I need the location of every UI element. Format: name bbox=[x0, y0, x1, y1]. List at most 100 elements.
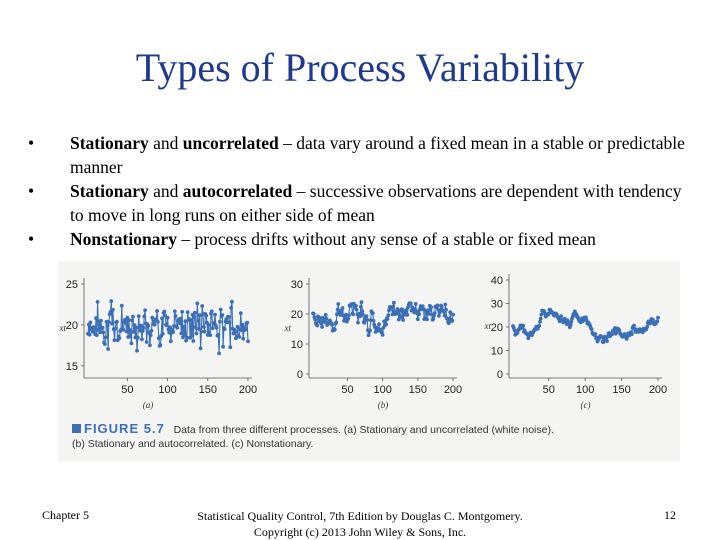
data-point bbox=[202, 329, 207, 334]
data-point bbox=[208, 333, 213, 337]
data-point bbox=[191, 339, 196, 343]
data-point bbox=[109, 299, 114, 304]
x-tick-label: 200 bbox=[444, 384, 462, 396]
data-point bbox=[431, 317, 436, 321]
data-point bbox=[128, 328, 133, 333]
data-point bbox=[444, 307, 448, 312]
caption-square-icon bbox=[72, 424, 81, 433]
data-point bbox=[226, 315, 231, 319]
data-point bbox=[105, 323, 110, 328]
data-point bbox=[100, 325, 105, 330]
figure-panel: 15 20 25 50 100 150 200 xt (a) 0 10 20 30 50 100 150 200… bbox=[58, 262, 680, 462]
data-point bbox=[448, 310, 453, 314]
data-point bbox=[115, 319, 119, 324]
data-point bbox=[241, 336, 246, 341]
data-point bbox=[432, 311, 437, 315]
data-point bbox=[392, 300, 396, 305]
data-point bbox=[351, 312, 355, 317]
data-point bbox=[184, 338, 188, 343]
data-point bbox=[156, 320, 160, 324]
data-point bbox=[192, 315, 197, 319]
data-point bbox=[160, 331, 165, 336]
data-point bbox=[148, 333, 153, 338]
data-point bbox=[332, 327, 337, 332]
data-point bbox=[168, 325, 172, 330]
data-point bbox=[163, 313, 168, 318]
footer-chapter: Chapter 5 bbox=[42, 508, 89, 522]
data-point bbox=[425, 317, 429, 322]
data-point bbox=[134, 325, 139, 330]
footer-page-number: 12 bbox=[664, 508, 676, 522]
data-point bbox=[194, 331, 199, 336]
figure-caption: FIGURE 5.7 Data from three different pro… bbox=[72, 422, 672, 451]
data-point bbox=[322, 320, 327, 324]
data-point bbox=[214, 325, 219, 330]
data-point bbox=[359, 300, 364, 305]
data-point bbox=[443, 302, 448, 307]
x-tick-label: 100 bbox=[158, 384, 176, 396]
data-point bbox=[429, 305, 434, 310]
data-point bbox=[197, 313, 202, 318]
data-point bbox=[617, 328, 622, 333]
data-point bbox=[645, 325, 649, 329]
data-point bbox=[139, 323, 143, 328]
data-point bbox=[370, 311, 375, 315]
data-point bbox=[217, 351, 222, 356]
data-point bbox=[356, 320, 360, 325]
y-tick-label: 10 bbox=[291, 339, 303, 351]
data-point bbox=[107, 320, 111, 324]
data-point bbox=[315, 323, 320, 328]
data-point bbox=[162, 309, 167, 314]
data-point bbox=[435, 303, 440, 308]
data-point bbox=[197, 327, 201, 331]
data-point bbox=[149, 328, 154, 333]
footer-source-line-1: Statistical Quality Control, 7th Edition… bbox=[197, 509, 523, 523]
data-point bbox=[213, 312, 217, 317]
data-point bbox=[119, 303, 124, 308]
data-point bbox=[386, 313, 391, 318]
data-point bbox=[512, 328, 517, 333]
data-point bbox=[401, 318, 405, 322]
data-point bbox=[140, 329, 145, 333]
x-tick-label: 50 bbox=[341, 384, 353, 396]
data-point bbox=[361, 312, 365, 317]
data-point bbox=[111, 307, 115, 312]
data-point bbox=[123, 318, 127, 322]
bullet-connector: and bbox=[148, 133, 183, 153]
data-point bbox=[569, 320, 574, 324]
data-point bbox=[610, 332, 614, 337]
x-tick-label: 50 bbox=[543, 384, 555, 396]
x-tick-label: 150 bbox=[409, 384, 427, 396]
y-tick-label: 20 bbox=[66, 320, 78, 332]
data-point bbox=[451, 312, 455, 317]
data-point bbox=[417, 312, 422, 317]
data-point bbox=[98, 330, 102, 335]
data-point bbox=[131, 330, 136, 334]
data-point bbox=[358, 304, 363, 309]
data-point bbox=[173, 314, 178, 318]
data-point bbox=[316, 314, 320, 319]
x-tick-label: 200 bbox=[239, 384, 257, 396]
y-tick-label: 40 bbox=[491, 275, 503, 287]
data-point bbox=[140, 337, 144, 342]
bullet-text: – process drifts without any sense of a … bbox=[176, 229, 596, 249]
data-point bbox=[313, 317, 317, 322]
data-point bbox=[311, 311, 316, 316]
data-point bbox=[320, 325, 324, 329]
data-point bbox=[195, 301, 200, 306]
data-point bbox=[655, 319, 660, 324]
caption-line-1: Data from three different processes. (a)… bbox=[173, 424, 554, 436]
data-point bbox=[334, 320, 339, 325]
data-point bbox=[146, 324, 151, 328]
x-tick-label: 200 bbox=[649, 384, 667, 396]
data-point bbox=[204, 313, 209, 318]
data-point bbox=[568, 323, 573, 327]
data-point bbox=[143, 308, 147, 313]
data-point bbox=[380, 333, 385, 337]
data-point bbox=[123, 321, 128, 325]
y-tick-label: 15 bbox=[66, 361, 78, 373]
data-point bbox=[415, 317, 420, 322]
data-point bbox=[368, 328, 372, 333]
data-point bbox=[88, 320, 93, 325]
data-point bbox=[189, 333, 194, 338]
